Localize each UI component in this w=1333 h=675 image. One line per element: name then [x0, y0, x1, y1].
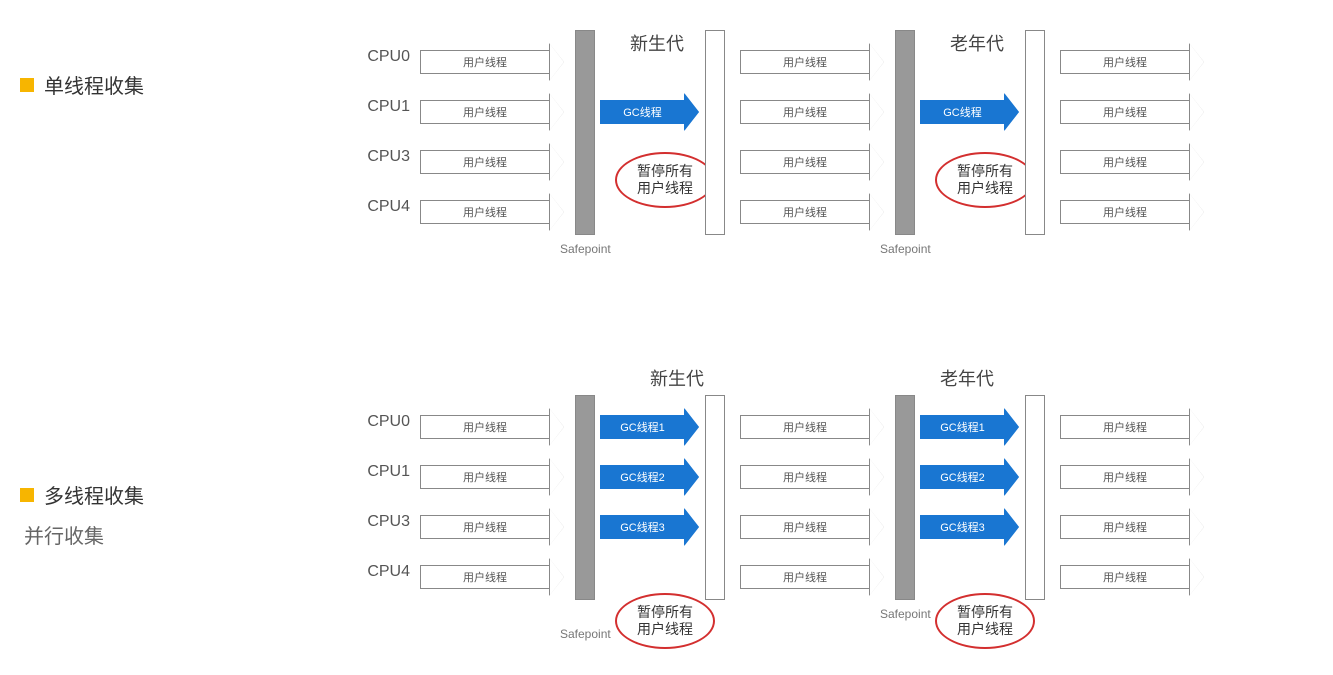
safepoint-bar-filled [575, 30, 595, 235]
pause-line1: 暂停所有 [957, 163, 1013, 180]
user-arrow: 用户线程 [740, 144, 884, 180]
pause-oval: 暂停所有 用户线程 [935, 593, 1035, 649]
section1-title-text: 单线程收集 [44, 70, 144, 99]
user-arrow: 用户线程 [420, 509, 564, 545]
cpu-label: CPU0 [360, 413, 410, 431]
cpu-label: CPU4 [360, 198, 410, 216]
gc-arrow: GC线程1 [600, 409, 699, 445]
user-arrow: 用户线程 [740, 409, 884, 445]
user-arrow: 用户线程 [420, 194, 564, 230]
pause-oval: 暂停所有 用户线程 [615, 593, 715, 649]
gc-arrow: GC线程 [600, 94, 699, 130]
cpu-label: CPU1 [360, 463, 410, 481]
gc-arrow: GC线程3 [600, 509, 699, 545]
bullet-icon [20, 78, 34, 92]
safepoint-bar-filled [575, 395, 595, 600]
safepoint-bar-filled [895, 395, 915, 600]
user-arrow: 用户线程 [1060, 44, 1204, 80]
pause-oval: 暂停所有 用户线程 [935, 152, 1035, 208]
user-arrow: 用户线程 [740, 94, 884, 130]
user-arrow: 用户线程 [1060, 509, 1204, 545]
user-arrow: 用户线程 [740, 194, 884, 230]
young-gen-label: 新生代 [630, 30, 684, 56]
user-arrow: 用户线程 [420, 44, 564, 80]
user-arrow: 用户线程 [740, 509, 884, 545]
gc-arrow: GC线程2 [920, 459, 1019, 495]
cpu-label: CPU3 [360, 513, 410, 531]
pause-line1: 暂停所有 [957, 604, 1013, 621]
pause-line2: 用户线程 [957, 180, 1013, 197]
section2-title: 多线程收集 [20, 480, 144, 509]
gc-arrow: GC线程3 [920, 509, 1019, 545]
safepoint-bar-hollow [705, 395, 725, 600]
pause-line2: 用户线程 [637, 621, 693, 638]
gc-arrow: GC线程2 [600, 459, 699, 495]
cpu-label: CPU1 [360, 98, 410, 116]
cpu-label: CPU3 [360, 148, 410, 166]
diagram-multi: 新生代 老年代 CPU0 CPU1 CPU3 CPU4 用户线程 用户线程 用户… [360, 375, 1320, 655]
pause-line2: 用户线程 [957, 621, 1013, 638]
user-arrow: 用户线程 [1060, 459, 1204, 495]
gc-arrow: GC线程1 [920, 409, 1019, 445]
pause-line2: 用户线程 [637, 180, 693, 197]
cpu-label: CPU0 [360, 48, 410, 66]
user-arrow: 用户线程 [1060, 144, 1204, 180]
diagram-single: CPU0 CPU1 CPU3 CPU4 用户线程 用户线程 用户线程 用户线程 … [360, 30, 1320, 280]
gc-arrow: GC线程 [920, 94, 1019, 130]
cpu-label: CPU4 [360, 563, 410, 581]
user-arrow: 用户线程 [420, 94, 564, 130]
user-arrow: 用户线程 [1060, 194, 1204, 230]
user-arrow: 用户线程 [420, 459, 564, 495]
old-gen-label: 老年代 [940, 365, 994, 391]
pause-line1: 暂停所有 [637, 604, 693, 621]
user-arrow: 用户线程 [420, 559, 564, 595]
safepoint-bar-hollow [1025, 395, 1045, 600]
bullet-icon [20, 488, 34, 502]
user-arrow: 用户线程 [420, 409, 564, 445]
user-arrow: 用户线程 [740, 459, 884, 495]
safepoint-label: Safepoint [880, 242, 931, 256]
user-arrow: 用户线程 [1060, 559, 1204, 595]
safepoint-label: Safepoint [560, 242, 611, 256]
pause-oval: 暂停所有 用户线程 [615, 152, 715, 208]
pause-line1: 暂停所有 [637, 163, 693, 180]
section1-title: 单线程收集 [20, 70, 144, 99]
safepoint-bar-filled [895, 30, 915, 235]
section2-subtitle: 并行收集 [24, 520, 104, 549]
user-arrow: 用户线程 [1060, 94, 1204, 130]
section2-title-text: 多线程收集 [44, 480, 144, 509]
user-arrow: 用户线程 [740, 44, 884, 80]
safepoint-label: Safepoint [560, 627, 611, 641]
user-arrow: 用户线程 [1060, 409, 1204, 445]
safepoint-label: Safepoint [880, 607, 931, 621]
safepoint-bar-hollow [705, 30, 725, 235]
safepoint-bar-hollow [1025, 30, 1045, 235]
young-gen-label: 新生代 [650, 365, 704, 391]
user-arrow: 用户线程 [420, 144, 564, 180]
user-arrow: 用户线程 [740, 559, 884, 595]
old-gen-label: 老年代 [950, 30, 1004, 56]
